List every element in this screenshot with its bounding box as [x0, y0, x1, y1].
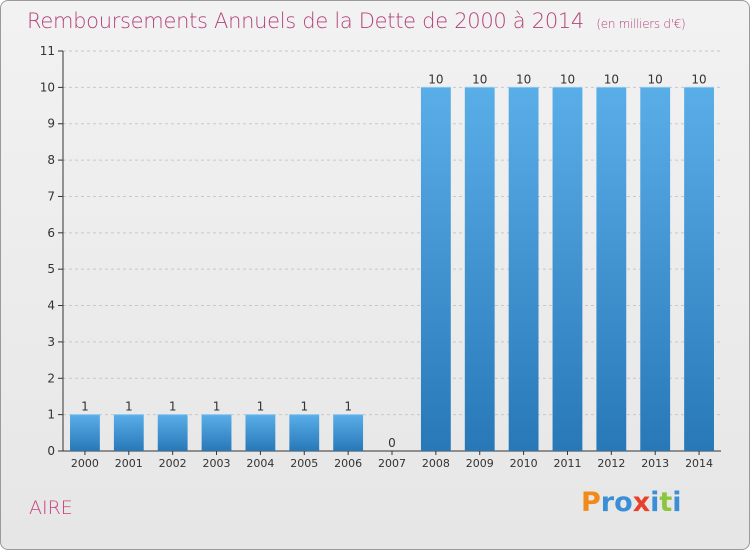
- x-tick-label: 2012: [597, 457, 625, 470]
- bar-value-label: 1: [300, 400, 308, 414]
- y-tick-label: 1: [47, 408, 55, 422]
- y-tick-label: 6: [47, 226, 55, 240]
- bar: [508, 87, 539, 451]
- bar: [640, 87, 671, 451]
- x-tick-label: 2005: [290, 457, 318, 470]
- bar: [333, 414, 364, 451]
- bar: [157, 414, 188, 451]
- y-tick-label: 8: [47, 153, 55, 167]
- x-tick-label: 2004: [246, 457, 274, 470]
- x-tick-label: 2013: [641, 457, 669, 470]
- y-tick-label: 4: [47, 299, 55, 313]
- y-tick-label: 0: [47, 444, 55, 458]
- x-tick-label: 2009: [466, 457, 494, 470]
- x-tick-label: 2011: [553, 457, 581, 470]
- bar-value-label: 10: [428, 72, 443, 86]
- logo-letter: i: [672, 487, 682, 518]
- bar: [70, 414, 100, 451]
- bar-value-label: 1: [125, 400, 133, 414]
- logo-letter: i: [650, 487, 660, 518]
- bar-value-label: 10: [472, 72, 487, 86]
- bar-value-label: 10: [648, 72, 663, 86]
- x-tick-label: 2014: [685, 457, 713, 470]
- y-tick-label: 3: [47, 335, 55, 349]
- x-tick-label: 2007: [378, 457, 406, 470]
- y-tick-label: 9: [47, 117, 55, 131]
- y-tick-label: 2: [47, 371, 55, 385]
- x-tick-label: 2010: [510, 457, 538, 470]
- y-tick-label: 5: [47, 262, 55, 276]
- bar-value-label: 1: [344, 400, 352, 414]
- bar: [464, 87, 495, 451]
- bar: [201, 414, 232, 451]
- x-tick-label: 2000: [71, 457, 99, 470]
- bar: [684, 87, 714, 451]
- x-tick-label: 2001: [115, 457, 143, 470]
- logo-letter: x: [632, 487, 651, 518]
- chart-unit-note: (en milliers d'€): [596, 17, 686, 31]
- bar-value-label: 0: [388, 436, 396, 450]
- bar-value-label: 1: [213, 400, 221, 414]
- bar-value-label: 1: [81, 400, 89, 414]
- logo-letter: r: [600, 487, 615, 518]
- commune-name: AIRE: [29, 497, 73, 519]
- bar-value-label: 1: [169, 400, 177, 414]
- logo-letter: P: [581, 487, 601, 518]
- bar-value-label: 10: [604, 72, 619, 86]
- x-tick-label: 2003: [203, 457, 231, 470]
- bar: [552, 87, 583, 451]
- bar-value-label: 10: [560, 72, 575, 86]
- chart-title-text: Remboursements Annuels de la Dette de 20…: [27, 9, 584, 33]
- bar-value-label: 10: [691, 72, 706, 86]
- y-tick-label: 11: [40, 44, 55, 58]
- bar: [596, 87, 627, 451]
- x-tick-label: 2002: [159, 457, 187, 470]
- chart-title: Remboursements Annuels de la Dette de 20…: [27, 9, 686, 33]
- x-tick-label: 2008: [422, 457, 450, 470]
- proxiti-logo: Proxiti: [581, 487, 682, 518]
- bar: [420, 87, 451, 451]
- y-tick-label: 10: [40, 80, 55, 94]
- bar-value-label: 10: [516, 72, 531, 86]
- bar: [113, 414, 144, 451]
- bar: [289, 414, 320, 451]
- x-tick-label: 2006: [334, 457, 362, 470]
- bar: [245, 414, 276, 451]
- y-tick-label: 7: [47, 189, 55, 203]
- bar-value-label: 1: [257, 400, 265, 414]
- logo-letter: t: [659, 487, 673, 518]
- logo-letter: o: [614, 487, 633, 518]
